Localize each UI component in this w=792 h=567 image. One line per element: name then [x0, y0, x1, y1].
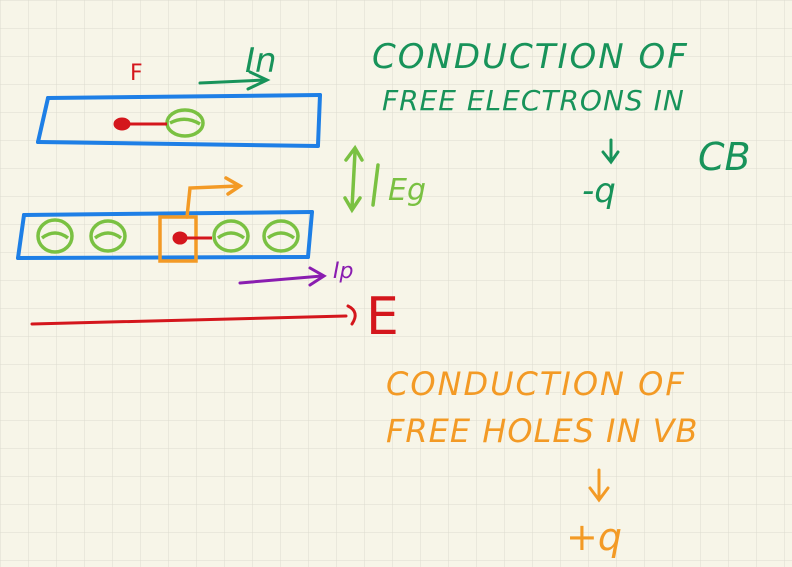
force-label: F: [130, 61, 143, 86]
electrons-line-1: CONDUCTION OF: [372, 37, 689, 77]
electrons-charge: -q: [582, 171, 616, 211]
force-arrow: [113, 117, 167, 131]
hole-electron: [172, 231, 212, 245]
current-n-arrow: [198, 70, 271, 91]
holes-charge: +q: [566, 515, 622, 559]
current-p-label: Ip: [333, 259, 353, 284]
valence-band: [16, 210, 314, 260]
conduction-band: [36, 93, 322, 148]
electrons-band: CB: [698, 135, 751, 179]
energy-gap-label: Eg: [388, 173, 426, 208]
field-label: E: [366, 287, 399, 347]
electrons-vb: [36, 218, 300, 254]
electrons-line-2: FREE ELECTRONS IN: [382, 84, 685, 117]
energy-gap-arrow: [343, 144, 380, 214]
current-p-arrow: [238, 266, 327, 287]
holes-line-2: FREE HOLES IN VB: [386, 412, 698, 450]
field-line: [30, 304, 357, 326]
holes-down-arrow: [588, 468, 610, 503]
holes-line-1: CONDUCTION OF: [386, 365, 686, 403]
hole-motion-arrow: [185, 176, 244, 219]
current-n-label: In: [245, 41, 277, 81]
electrons-down-arrow: [601, 138, 620, 165]
